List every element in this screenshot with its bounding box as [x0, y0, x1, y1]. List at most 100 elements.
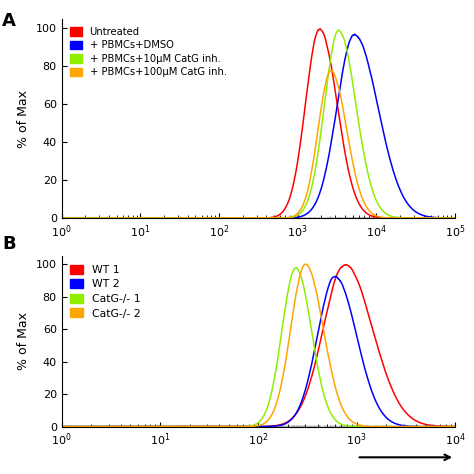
Point — [95, 214, 102, 222]
Point — [211, 423, 219, 430]
Point — [283, 214, 290, 221]
Point — [118, 214, 125, 222]
Point — [350, 214, 358, 221]
Point — [435, 214, 442, 222]
Point — [434, 423, 441, 430]
Point — [316, 214, 323, 221]
Point — [188, 214, 195, 222]
Point — [83, 214, 91, 221]
Point — [317, 423, 325, 430]
Point — [251, 423, 259, 430]
Point — [77, 214, 84, 222]
Point — [225, 423, 233, 430]
Point — [116, 214, 124, 222]
Point — [169, 423, 177, 430]
Point — [98, 214, 106, 222]
Point — [315, 422, 322, 430]
Point — [342, 214, 349, 222]
Point — [103, 422, 110, 430]
Point — [195, 423, 202, 430]
Point — [121, 423, 128, 430]
Point — [217, 423, 225, 430]
Point — [67, 423, 75, 430]
Point — [316, 422, 323, 430]
Point — [427, 214, 434, 221]
Point — [427, 423, 434, 430]
Point — [412, 214, 420, 221]
Point — [66, 214, 74, 222]
Point — [86, 422, 94, 430]
Point — [444, 214, 452, 222]
Point — [378, 423, 385, 430]
Point — [267, 214, 275, 221]
Point — [417, 214, 424, 222]
Point — [211, 214, 219, 222]
Point — [242, 214, 249, 222]
Point — [417, 214, 425, 222]
Point — [166, 214, 173, 222]
Point — [68, 214, 76, 222]
Point — [106, 214, 113, 222]
Point — [164, 214, 171, 222]
Point — [305, 423, 313, 430]
Point — [160, 214, 167, 222]
Point — [336, 214, 344, 221]
Point — [437, 214, 445, 222]
Point — [293, 422, 301, 430]
Point — [108, 214, 115, 222]
Point — [148, 214, 156, 222]
Point — [335, 423, 343, 430]
Point — [267, 214, 275, 221]
Point — [222, 214, 229, 222]
Point — [236, 423, 244, 430]
Point — [255, 423, 263, 430]
Point — [380, 423, 387, 430]
Legend: WT 1, WT 2, CatG-/- 1, CatG-/- 2: WT 1, WT 2, CatG-/- 1, CatG-/- 2 — [67, 261, 144, 322]
Legend: Untreated, + PBMCs+DMSO, + PBMCs+10μM CatG inh., + PBMCs+100μM CatG inh.: Untreated, + PBMCs+DMSO, + PBMCs+10μM Ca… — [67, 24, 230, 81]
Point — [248, 423, 255, 430]
Point — [103, 214, 111, 222]
Point — [108, 214, 115, 222]
Point — [382, 214, 390, 222]
Point — [62, 214, 69, 222]
Point — [402, 214, 410, 222]
Point — [378, 214, 385, 222]
Point — [120, 214, 128, 222]
Point — [330, 423, 337, 430]
Point — [237, 214, 245, 222]
Point — [85, 423, 93, 430]
Point — [148, 214, 155, 222]
Point — [64, 214, 72, 222]
Point — [176, 422, 183, 430]
Point — [103, 423, 111, 430]
Point — [450, 214, 458, 222]
Point — [163, 214, 170, 222]
Point — [262, 423, 270, 430]
Point — [264, 422, 271, 430]
Point — [272, 422, 279, 430]
Point — [65, 214, 73, 221]
Point — [346, 214, 354, 222]
Point — [114, 214, 121, 222]
Point — [401, 214, 409, 222]
Point — [440, 423, 448, 430]
Point — [73, 423, 81, 430]
Point — [112, 214, 120, 222]
Point — [197, 423, 205, 430]
Point — [65, 422, 73, 430]
Point — [110, 423, 118, 430]
Point — [90, 422, 97, 430]
Point — [208, 214, 215, 222]
Point — [114, 214, 121, 222]
Point — [382, 423, 390, 430]
Point — [449, 214, 456, 222]
Point — [99, 214, 106, 222]
Point — [59, 423, 67, 430]
Point — [331, 214, 339, 222]
Point — [363, 423, 371, 430]
Point — [332, 214, 340, 222]
Point — [71, 214, 78, 222]
Point — [255, 423, 263, 430]
Point — [195, 423, 202, 430]
Point — [276, 422, 284, 430]
